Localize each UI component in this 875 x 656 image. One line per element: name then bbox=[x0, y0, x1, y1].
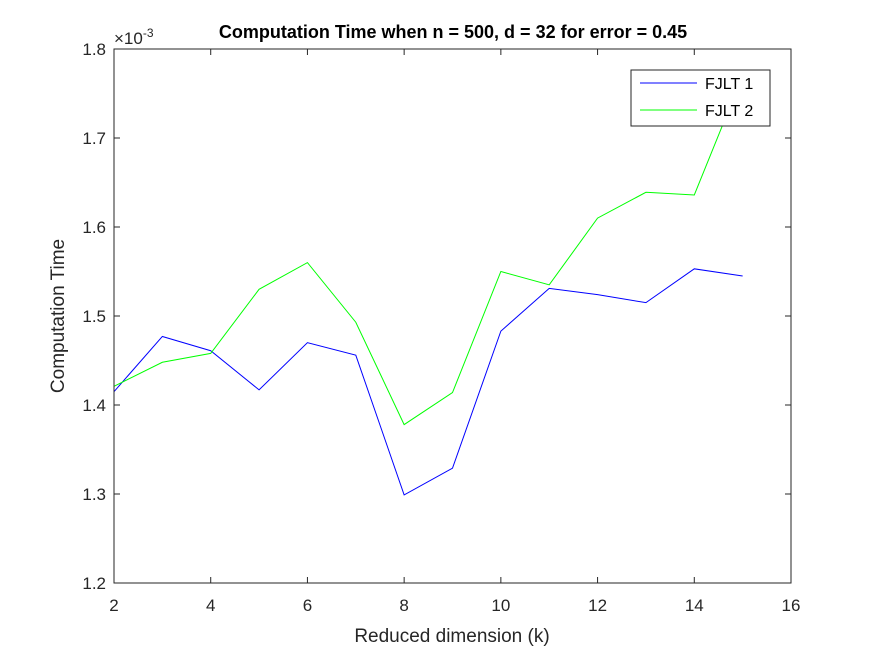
x-tick-label: 4 bbox=[206, 596, 215, 615]
series-line-2 bbox=[113, 75, 744, 426]
y-tick-label: 1.8 bbox=[82, 40, 106, 59]
x-tick-label: 2 bbox=[109, 596, 118, 615]
series-line-1 bbox=[113, 268, 743, 496]
chart-title: Computation Time when n = 500, d = 32 fo… bbox=[219, 22, 687, 42]
y-axis-label: Computation Time bbox=[48, 239, 69, 393]
x-tick-label: 16 bbox=[782, 596, 801, 615]
y-tick-label: 1.6 bbox=[82, 218, 106, 237]
legend-box bbox=[630, 69, 771, 127]
y-tick-label: 1.3 bbox=[82, 485, 106, 504]
y-tick-label: 1.4 bbox=[82, 396, 106, 415]
x-tick-label: 10 bbox=[491, 596, 510, 615]
y-tick-label: 1.2 bbox=[82, 574, 106, 593]
x-axis-label: Reduced dimension (k) bbox=[354, 626, 549, 647]
y-axis-exponent-base: ×10 bbox=[114, 29, 143, 48]
y-axis-exponent: ×10-3 bbox=[114, 26, 154, 48]
plot-area-frame bbox=[113, 48, 792, 584]
x-tick-label: 14 bbox=[685, 596, 704, 615]
y-tick-label: 1.5 bbox=[82, 307, 106, 326]
y-axis-exponent-power: -3 bbox=[143, 26, 154, 40]
legend-label-fjlt-1: FJLT 1 bbox=[705, 76, 753, 93]
ticks: 2 4 6 8 10 12 14 16 1.2 1.3 1.4 1.5 1.6 1.7 1.8 bbox=[82, 40, 800, 615]
x-tick-label: 6 bbox=[303, 596, 312, 615]
x-tick-label: 12 bbox=[588, 596, 607, 615]
x-tick-label: 8 bbox=[399, 596, 408, 615]
series-lines bbox=[113, 75, 744, 496]
y-tick-label: 1.7 bbox=[82, 129, 106, 148]
legend: FJLT 1 FJLT 2 bbox=[630, 69, 771, 127]
legend-label-fjlt-2: FJLT 2 bbox=[705, 103, 753, 120]
